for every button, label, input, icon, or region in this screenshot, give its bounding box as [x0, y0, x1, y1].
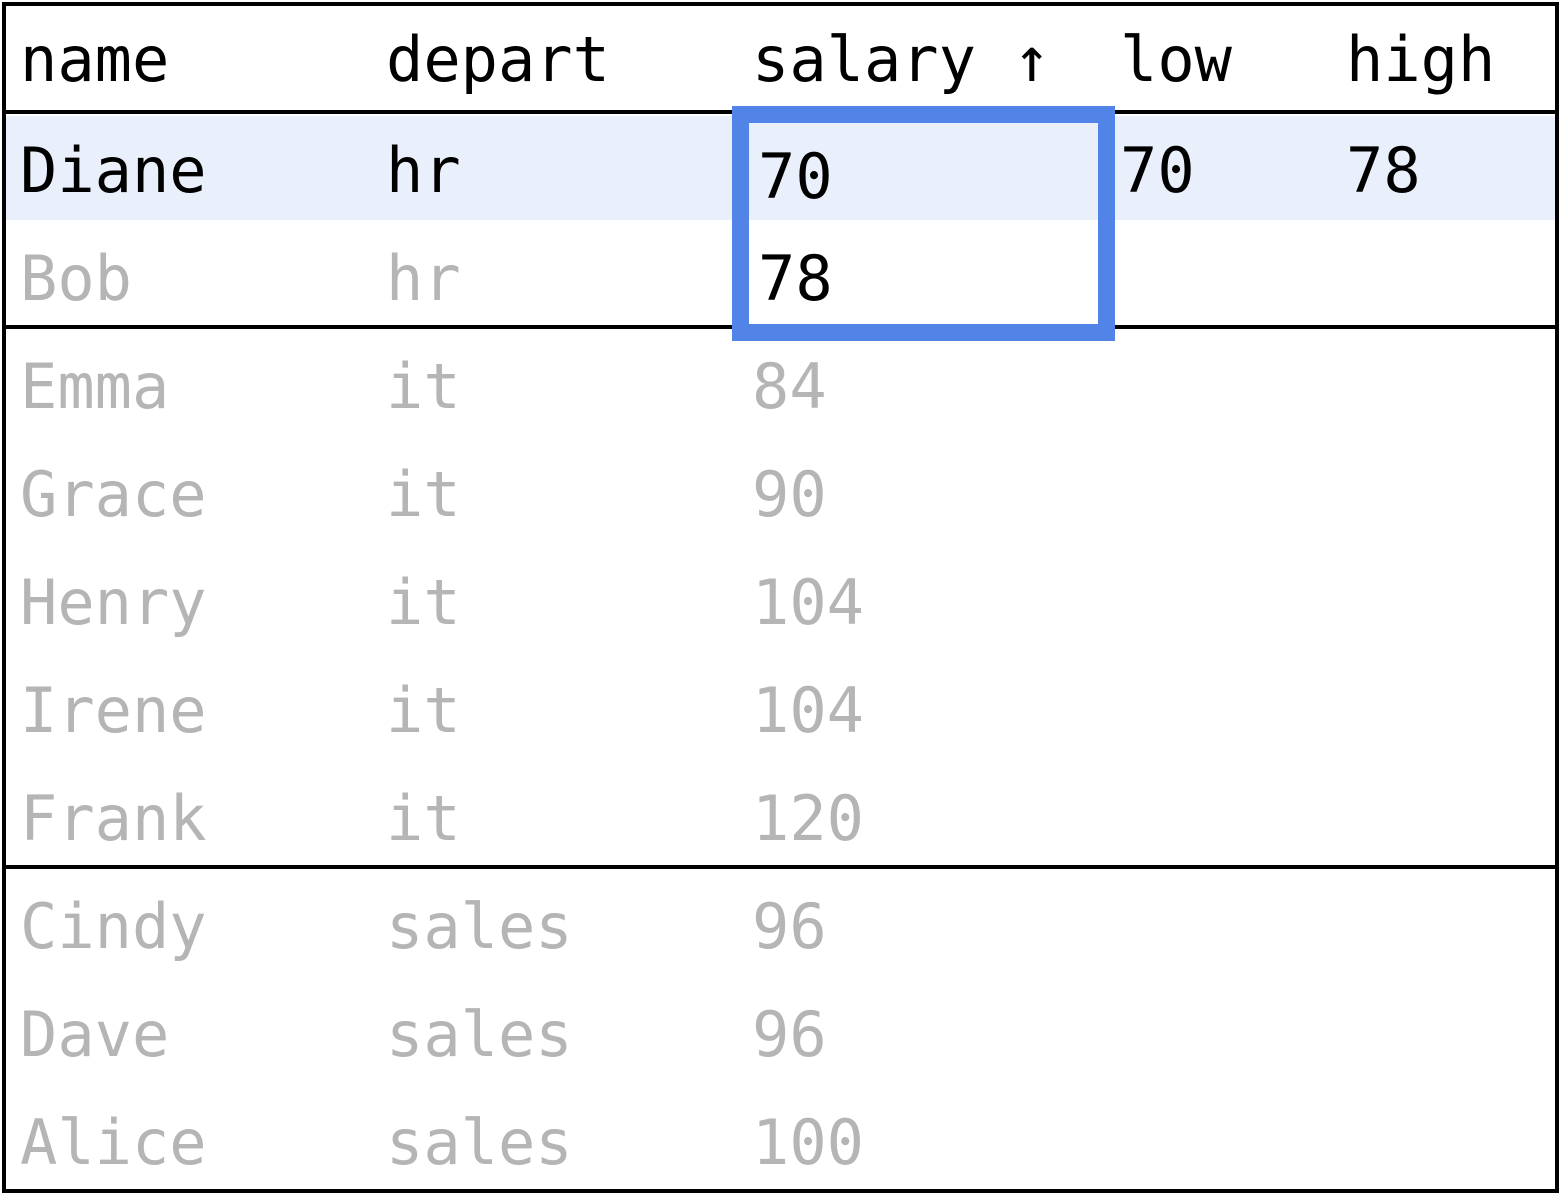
- table-row: Irene it 104: [6, 657, 1555, 765]
- cell-salary: 96: [752, 873, 827, 981]
- column-header-low: low: [1120, 6, 1232, 114]
- column-header-salary-sorted: salary ↑: [752, 6, 1051, 114]
- partition-divider-it-sales: [6, 865, 1555, 869]
- column-header-depart: depart: [386, 6, 610, 114]
- cell-depart: it: [386, 765, 461, 873]
- header-divider: [6, 110, 1555, 114]
- table-row-current: Diane hr 70 70 78: [6, 117, 1555, 225]
- cell-low: 70: [1120, 117, 1195, 225]
- table-row: Alice sales 100: [6, 1089, 1555, 1197]
- cell-salary-in-window: 78: [758, 225, 833, 333]
- cell-depart: sales: [386, 1089, 573, 1197]
- cell-salary: 96: [752, 981, 827, 1089]
- cell-depart: it: [386, 333, 461, 441]
- cell-name: Henry: [20, 549, 207, 657]
- cell-depart: it: [386, 657, 461, 765]
- cell-depart: hr: [386, 117, 461, 225]
- table-row: Henry it 104: [6, 549, 1555, 657]
- cell-name: Grace: [20, 441, 207, 549]
- table-header-row: name depart salary ↑ low high: [6, 6, 1555, 114]
- table-row: Bob hr 78: [6, 225, 1555, 333]
- cell-depart: sales: [386, 981, 573, 1089]
- table-row: Frank it 120: [6, 765, 1555, 873]
- column-header-name: name: [20, 6, 169, 114]
- cell-name: Bob: [20, 225, 132, 333]
- cell-name: Cindy: [20, 873, 207, 981]
- cell-salary: 100: [752, 1089, 864, 1197]
- column-header-high: high: [1346, 6, 1495, 114]
- cell-salary: 90: [752, 441, 827, 549]
- cell-depart: hr: [386, 225, 461, 333]
- cell-salary: 70: [758, 123, 833, 231]
- cell-depart: it: [386, 441, 461, 549]
- cell-name: Irene: [20, 657, 207, 765]
- cell-name: Frank: [20, 765, 207, 873]
- cell-depart: sales: [386, 873, 573, 981]
- cell-name: Alice: [20, 1089, 207, 1197]
- partition-divider-hr-it: [6, 325, 1555, 329]
- cell-salary: 104: [752, 549, 864, 657]
- cell-name: Emma: [20, 333, 169, 441]
- cell-salary: 84: [752, 333, 827, 441]
- cell-name: Diane: [20, 117, 207, 225]
- cell-depart: it: [386, 549, 461, 657]
- cell-salary: 120: [752, 765, 864, 873]
- cell-salary: 104: [752, 657, 864, 765]
- table-row: Emma it 84: [6, 333, 1555, 441]
- table-row: Dave sales 96: [6, 981, 1555, 1089]
- table-row: Grace it 90: [6, 441, 1555, 549]
- table-row: Cindy sales 96: [6, 873, 1555, 981]
- cell-name: Dave: [20, 981, 169, 1089]
- cell-high: 78: [1346, 117, 1421, 225]
